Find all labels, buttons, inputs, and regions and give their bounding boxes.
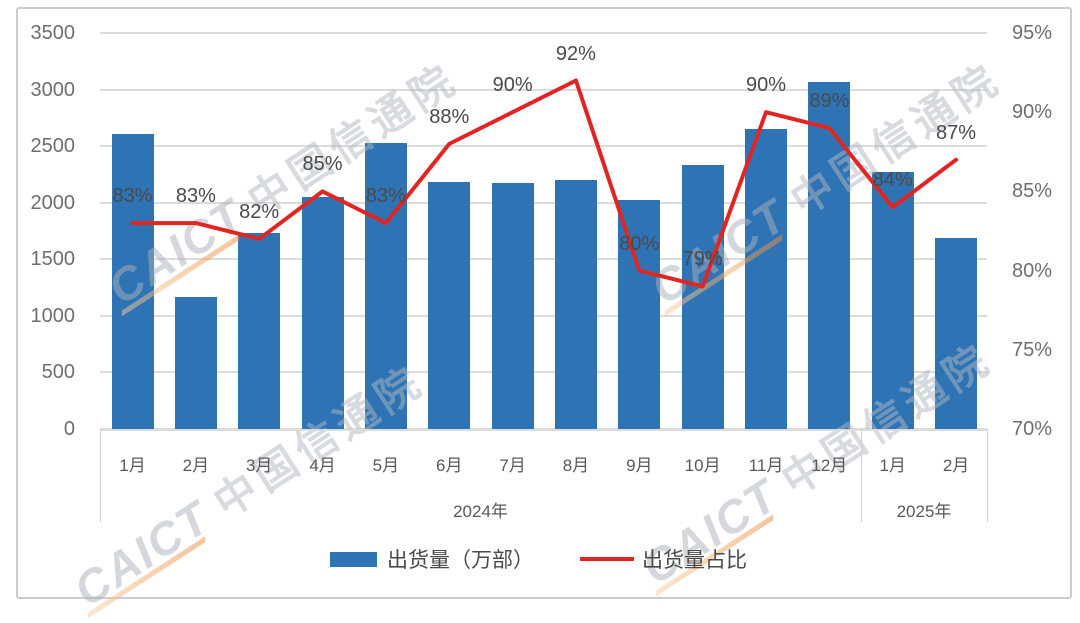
left-axis-tick: 1000 (30, 304, 76, 327)
right-axis-tick: 90% (1012, 101, 1053, 124)
month-label: 9月 (626, 456, 653, 475)
left-axis-tick: 500 (41, 361, 75, 384)
month-label: 5月 (372, 456, 400, 475)
x-axis-line (100, 429, 987, 431)
month-label: 4月 (309, 456, 336, 475)
left-axis-tick: 2000 (30, 191, 76, 214)
year-separator (861, 429, 863, 522)
share-label-7月: 90% (492, 74, 533, 97)
bar-3月 (238, 233, 281, 429)
share-label-1月: 83% (112, 185, 153, 208)
share-label-2月: 83% (175, 185, 216, 208)
legend-line-swatch (580, 557, 634, 561)
bar-2月 (935, 237, 978, 429)
bar-1月 (871, 172, 914, 429)
share-label-11月: 90% (745, 74, 787, 97)
gridline (100, 145, 987, 148)
month-label: 8月 (562, 456, 590, 475)
month-label: 3月 (245, 456, 273, 475)
legend-bar-swatch (330, 551, 377, 567)
share-line-series (130, 78, 959, 289)
legend-bar-label: 出货量（万部） (387, 549, 534, 572)
right-axis-tick: 80% (1012, 259, 1053, 282)
left-axis-tick: 2500 (30, 135, 76, 158)
bar-9月 (618, 200, 661, 429)
share-label-4月: 85% (302, 153, 343, 176)
month-label: 11月 (748, 456, 784, 475)
bar-5月 (364, 142, 407, 429)
share-label-12月: 89% (809, 90, 850, 113)
bar-7月 (491, 183, 534, 429)
right-axis-tick: 95% (1012, 22, 1053, 44)
gridline (100, 314, 987, 317)
gridline (100, 88, 987, 91)
share-label-5月: 83% (365, 185, 406, 208)
bar-8月 (554, 180, 597, 429)
share-label-9月: 80% (619, 232, 660, 255)
bar-6月 (428, 182, 471, 429)
right-axis-tick: 85% (1012, 180, 1053, 203)
year-separator (987, 429, 988, 522)
month-label: 1月 (879, 456, 906, 475)
legend-line-label: 出货量占比 (642, 549, 747, 572)
month-label: 10月 (684, 456, 721, 475)
left-axis-tick: 3500 (30, 22, 76, 44)
left-axis-tick: 3000 (30, 78, 76, 101)
share-label-8月: 92% (555, 42, 596, 65)
right-axis-tick: 70% (1012, 418, 1053, 440)
month-label: 2月 (182, 456, 210, 475)
share-label-2月: 87% (936, 121, 977, 144)
month-label: 2月 (942, 456, 970, 475)
share-label-10月: 79% (682, 248, 723, 271)
share-label-3月: 82% (239, 200, 280, 223)
month-label: 7月 (499, 456, 526, 475)
combo-chart: 3500 3000 2500 2000 1500 1000 500 0 95% 90% 85% 80… (30, 22, 1053, 618)
bar-2月 (174, 296, 217, 429)
month-label: 1月 (119, 456, 146, 475)
share-line (130, 78, 959, 289)
bar-12月 (808, 81, 851, 429)
year-label: 2024年 (453, 502, 508, 521)
month-label: 6月 (436, 456, 463, 475)
month-label: 12月 (811, 456, 848, 475)
right-axis-tick: 75% (1012, 338, 1053, 361)
legend: 出货量（万部） 出货量占比 (330, 544, 747, 574)
gridline (100, 258, 987, 261)
gridline (100, 371, 987, 374)
bar-4月 (301, 197, 344, 429)
share-label-6月: 88% (429, 105, 470, 128)
gridline (100, 201, 987, 204)
gridline (100, 32, 987, 34)
left-axis-tick: 0 (63, 418, 75, 440)
year-separator (100, 429, 101, 522)
year-label: 2025年 (896, 502, 952, 521)
left-axis-tick: 1500 (30, 248, 76, 271)
share-label-1月: 84% (872, 169, 913, 192)
